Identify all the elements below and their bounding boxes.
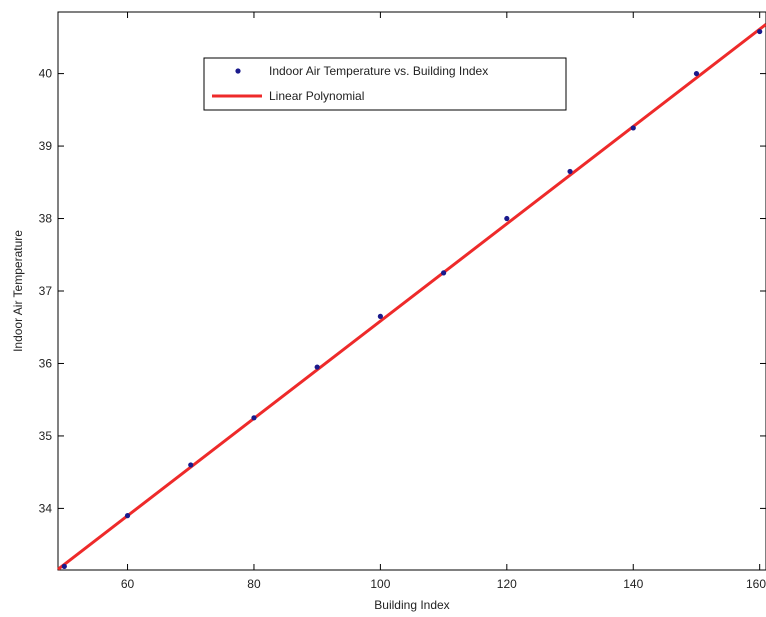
x-tick-label: 60 [121, 577, 135, 591]
data-point [377, 313, 383, 319]
x-tick-label: 120 [497, 577, 517, 591]
data-point [124, 513, 131, 519]
data-point [251, 415, 257, 421]
data-point [757, 28, 763, 35]
legend: Indoor Air Temperature vs. Building Inde… [203, 57, 567, 111]
y-tick-label: 38 [39, 212, 53, 226]
y-axis: 34 35 36 37 38 39 40 [39, 67, 766, 515]
data-point [441, 270, 447, 276]
legend-label-line: Linear Polynomial [269, 89, 364, 103]
y-tick-label: 34 [39, 501, 53, 515]
series-layer [57, 23, 766, 571]
x-tick-label: 80 [247, 577, 261, 591]
y-tick-label: 35 [39, 429, 53, 443]
data-point [630, 125, 636, 131]
y-tick-label: 37 [39, 284, 53, 298]
x-axis-label: Building Index [374, 598, 449, 612]
data-point [567, 168, 573, 175]
y-tick-label: 39 [39, 139, 53, 153]
data-point [314, 364, 320, 370]
y-tick-label: 40 [39, 67, 53, 81]
legend-label-points: Indoor Air Temperature vs. Building Inde… [269, 64, 488, 78]
data-point [693, 70, 700, 77]
x-axis: 60 80 100 120 140 160 [121, 12, 766, 591]
data-point [61, 563, 67, 569]
x-tick-label: 160 [746, 577, 766, 591]
y-axis-label: Indoor Air Temperature [11, 230, 25, 352]
y-tick-label: 36 [39, 356, 53, 370]
data-point [188, 462, 194, 468]
x-tick-label: 140 [623, 577, 643, 591]
data-point [504, 215, 510, 222]
legend-marker-points [235, 68, 241, 74]
x-tick-label: 100 [370, 577, 390, 591]
fit-line [57, 23, 766, 571]
legend-box [203, 57, 567, 111]
